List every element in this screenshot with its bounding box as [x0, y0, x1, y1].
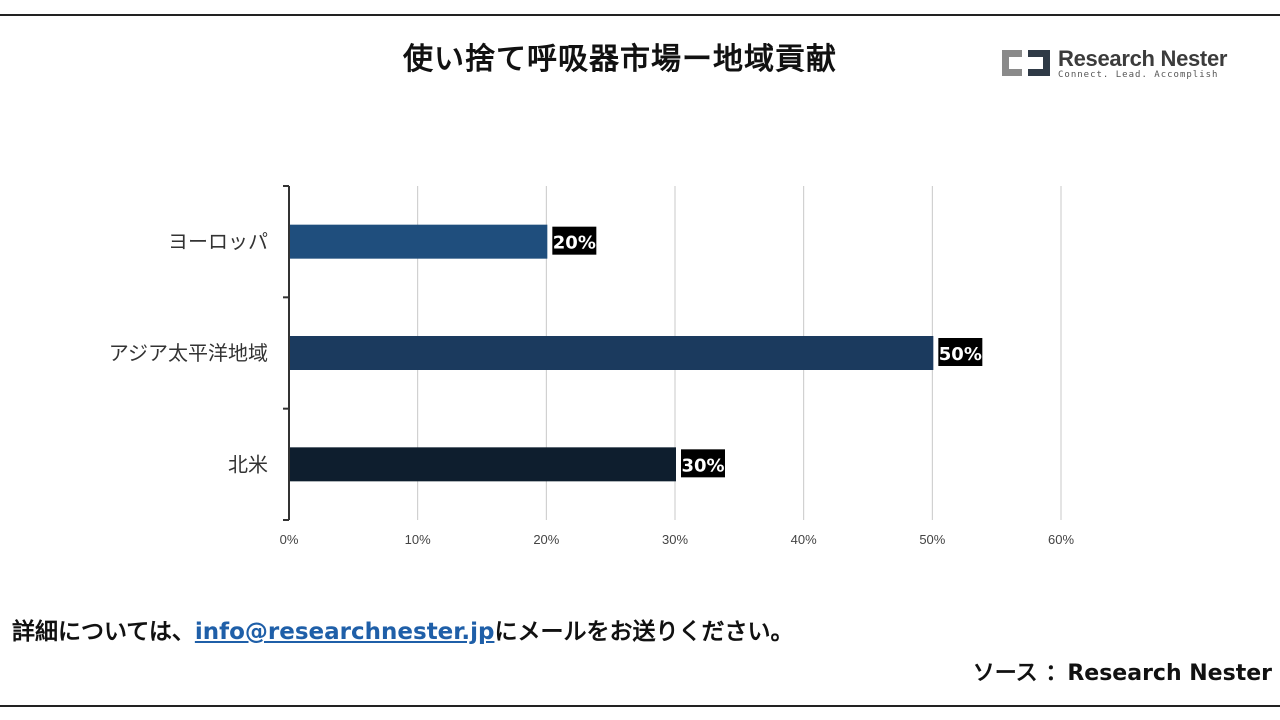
- category-label: 北米: [228, 452, 268, 476]
- x-tick-label: 10%: [405, 532, 431, 547]
- x-tick-label: 20%: [533, 532, 559, 547]
- email-link[interactable]: info@researchnester.jp: [194, 619, 495, 645]
- bar: [290, 336, 934, 370]
- contact-note: 詳細については、info@researchnester.jpにメールをお送りくだ…: [12, 612, 793, 646]
- data-label-bg: [681, 449, 725, 478]
- data-label-bg: [552, 226, 597, 255]
- x-tick-label: 50%: [919, 532, 945, 547]
- page-title: 使い捨て呼吸器市場ー地域貢献: [403, 42, 837, 77]
- contact-prefix: 詳細については、: [12, 619, 195, 645]
- bottom-rule: [0, 705, 1280, 707]
- x-tick-label: 0%: [280, 532, 299, 547]
- category-label: ヨーロッパ: [168, 230, 268, 254]
- data-label-bg: [938, 338, 983, 366]
- bar: [290, 447, 676, 482]
- x-tick-label: 30%: [662, 532, 688, 547]
- source-credit: ソース ：Research Nester: [972, 661, 1272, 686]
- bar-chart: 0% 10% 20% 30% 40% 50% 60% ヨーロッパ 20% アジア太平洋地域 50% 北…: [109, 185, 1074, 547]
- category-label: アジア太平洋地域: [109, 341, 268, 365]
- logo-name: Research Nester: [1058, 46, 1228, 71]
- data-label: 20%: [553, 233, 596, 254]
- x-tick-label: 60%: [1048, 532, 1074, 547]
- bar: [290, 224, 548, 259]
- top-rule: [0, 14, 1280, 16]
- data-label: 50%: [939, 344, 982, 365]
- x-tick-label: 40%: [791, 532, 817, 547]
- contact-suffix: にメールをお送りください。: [494, 619, 794, 645]
- data-label: 30%: [681, 455, 724, 476]
- logo-mark-icon: [1002, 50, 1050, 76]
- logo-tagline: Connect. Lead. Accomplish: [1058, 70, 1219, 80]
